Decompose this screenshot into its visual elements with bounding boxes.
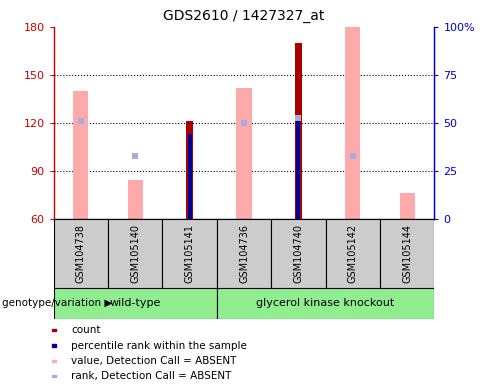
Bar (186, 121, 193, 219)
Text: value, Detection Call = ABSENT: value, Detection Call = ABSENT (71, 356, 237, 366)
Bar (297, 116, 300, 219)
Text: wild-type: wild-type (110, 298, 161, 308)
Text: percentile rank within the sample: percentile rank within the sample (71, 341, 247, 351)
Text: GSM104736: GSM104736 (239, 224, 249, 283)
Bar (400, 193, 415, 219)
Bar (188, 134, 191, 219)
Bar (380, 219, 434, 288)
Text: GSM105140: GSM105140 (130, 224, 140, 283)
Bar (54, 219, 108, 288)
Text: glycerol kinase knockout: glycerol kinase knockout (256, 298, 395, 308)
Bar (236, 88, 252, 219)
Text: GSM104738: GSM104738 (76, 224, 86, 283)
Bar (295, 43, 302, 219)
Bar (52, 375, 56, 377)
Text: rank, Detection Call = ABSENT: rank, Detection Call = ABSENT (71, 371, 232, 381)
Bar (128, 180, 143, 219)
Bar (217, 288, 434, 319)
Text: GSM105142: GSM105142 (348, 224, 358, 283)
Text: GSM105141: GSM105141 (184, 224, 195, 283)
Bar (271, 219, 325, 288)
Title: GDS2610 / 1427327_at: GDS2610 / 1427327_at (163, 9, 325, 23)
Text: GSM105144: GSM105144 (402, 224, 412, 283)
Text: genotype/variation ▶: genotype/variation ▶ (2, 298, 113, 308)
Bar (217, 219, 271, 288)
Bar (52, 344, 56, 347)
Bar (345, 25, 360, 219)
Bar (73, 91, 88, 219)
Bar (325, 219, 380, 288)
Bar (54, 288, 217, 319)
Bar (52, 329, 56, 331)
Text: count: count (71, 325, 101, 335)
Bar (108, 219, 163, 288)
Text: GSM104740: GSM104740 (293, 224, 304, 283)
Bar (163, 219, 217, 288)
Bar (52, 360, 56, 362)
